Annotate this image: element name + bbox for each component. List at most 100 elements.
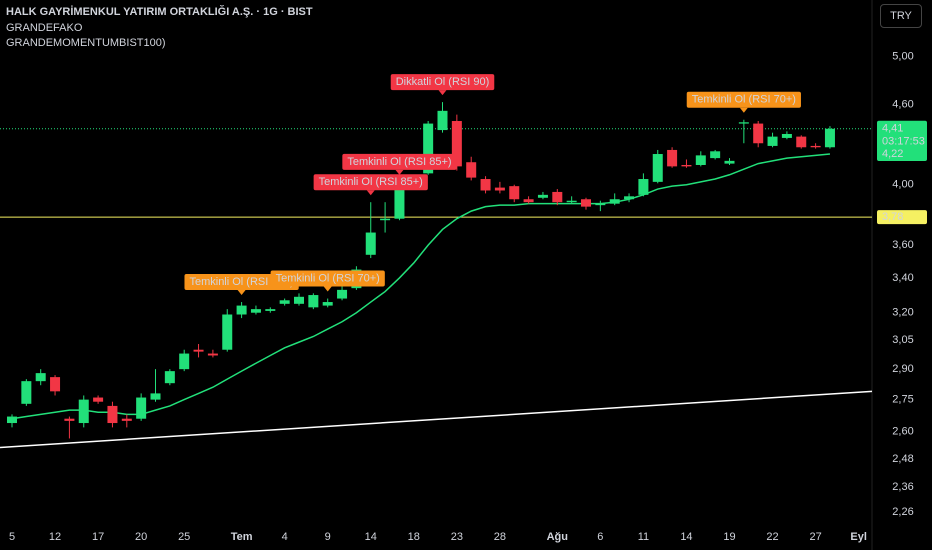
y-tick-label: 2,75 xyxy=(892,394,913,406)
candle-body xyxy=(638,179,649,195)
annotation-pointer xyxy=(323,286,332,292)
candle-body xyxy=(322,302,333,306)
candle-body xyxy=(753,123,764,144)
y-tick-label: 2,60 xyxy=(892,426,913,438)
x-tick-label: 9 xyxy=(325,531,331,543)
candle-body xyxy=(107,405,118,424)
annotation-text: Temkinli Ol (RSI 85+) xyxy=(319,176,423,188)
x-tick-label: 27 xyxy=(809,531,821,543)
candle-body xyxy=(150,393,161,400)
candle-body xyxy=(423,123,434,174)
x-tick-label: Tem xyxy=(231,531,253,543)
candle-body xyxy=(781,133,792,138)
annotation: Temkinli Ol (RSI 85+) xyxy=(313,174,428,196)
candle-body xyxy=(294,296,304,304)
candle-body xyxy=(609,199,620,204)
candle-body xyxy=(78,399,89,424)
annotation: Temkinli Ol (RSI 70+) xyxy=(686,91,801,113)
annotation-pointer xyxy=(395,169,404,175)
candle-body xyxy=(509,186,520,200)
annotation-pointer xyxy=(237,290,246,296)
x-tick-label: 4 xyxy=(282,531,288,543)
candle-body xyxy=(595,203,606,206)
candle-body xyxy=(523,199,534,203)
x-tick-label: 18 xyxy=(408,531,420,543)
candle-body xyxy=(179,353,190,370)
candle-body xyxy=(365,232,376,255)
candle-body xyxy=(552,191,563,203)
candle-body xyxy=(207,353,218,356)
annotation-text: Temkinli Ol (RSI 70+) xyxy=(276,272,380,284)
candle-body xyxy=(466,162,477,178)
candle-body xyxy=(667,149,678,167)
y-tick-label: 2,36 xyxy=(892,481,913,493)
price-badge-label: 4,22 xyxy=(882,148,903,160)
annotation-box xyxy=(686,91,801,108)
annotation-box xyxy=(390,74,495,91)
annotation-box xyxy=(184,274,299,291)
annotation-pointer xyxy=(739,107,748,113)
candle-body xyxy=(136,397,147,419)
candle-body xyxy=(451,121,462,167)
x-tick-label: 17 xyxy=(92,531,104,543)
candle-body xyxy=(193,349,204,352)
candle-body xyxy=(566,200,577,203)
candle-body xyxy=(480,179,491,191)
annotation-text: Dikkatli Ol (RSI 90) xyxy=(396,76,490,88)
x-tick-label: 6 xyxy=(597,531,603,543)
annotation: Temkinli Ol (RSI 85+) xyxy=(342,153,457,175)
y-tick-label: 3,40 xyxy=(892,272,913,284)
price-badge-label: 4,41 xyxy=(882,123,903,135)
candle-body xyxy=(437,110,448,131)
annotation-pointer xyxy=(438,90,447,96)
candle-body xyxy=(121,418,132,421)
indicator: GRANDEMOMENTUMBIST100) xyxy=(6,37,166,49)
candle-body xyxy=(738,122,749,124)
price-badge xyxy=(877,120,927,150)
y-tick-label: 2,90 xyxy=(892,363,913,375)
trendline xyxy=(0,390,873,449)
moving-average xyxy=(11,153,831,420)
candle-body xyxy=(21,381,32,404)
annotation-box xyxy=(313,174,428,191)
candle-body xyxy=(767,136,778,146)
candle-body xyxy=(581,199,591,207)
candle-body xyxy=(394,184,405,219)
annotation-box xyxy=(270,270,385,287)
title: HALK GAYRİMENKUL YATIRIM ORTAKLIĞI A.Ş. … xyxy=(6,6,313,18)
x-tick-label: 14 xyxy=(680,531,692,543)
countdown: 03:17:53 xyxy=(882,136,925,148)
x-tick-label: 11 xyxy=(638,531,649,543)
candle-body xyxy=(810,145,821,148)
y-tick-label: 4,00 xyxy=(892,179,913,191)
annotation: Temkinli Ol (RSI 70+) xyxy=(270,270,385,292)
currency-button[interactable]: TRY xyxy=(880,4,922,28)
candle-body xyxy=(250,309,261,313)
candle-body xyxy=(164,371,175,384)
annotation: Temkinli Ol (RSI 70+) xyxy=(184,274,299,296)
annotation-text: Temkinli Ol (RSI 85+) xyxy=(347,156,451,168)
candle-body xyxy=(308,295,319,308)
price-badge-label: 3,78 xyxy=(882,211,903,223)
candle-body xyxy=(824,128,835,148)
candle-body xyxy=(265,309,276,311)
candle-body xyxy=(236,305,247,315)
x-tick-label: Ağu xyxy=(547,531,568,543)
x-tick-label: 28 xyxy=(494,531,506,543)
x-tick-label: 5 xyxy=(9,531,15,543)
candle-body xyxy=(624,196,635,200)
y-tick-label: 3,05 xyxy=(892,334,913,346)
annotation-text: Temkinli Ol (RSI 70+) xyxy=(692,94,796,106)
candle-body xyxy=(222,314,233,350)
x-tick-label: 14 xyxy=(365,531,377,543)
candle-body xyxy=(537,194,548,198)
candle-body xyxy=(35,373,46,382)
candle-body xyxy=(652,154,663,182)
candle-body xyxy=(64,418,75,421)
x-tick-label: 12 xyxy=(49,531,61,543)
x-tick-label: 25 xyxy=(178,531,190,543)
candle-body xyxy=(50,377,61,392)
annotation-box xyxy=(342,153,457,170)
y-tick-label: 3,20 xyxy=(892,307,913,319)
